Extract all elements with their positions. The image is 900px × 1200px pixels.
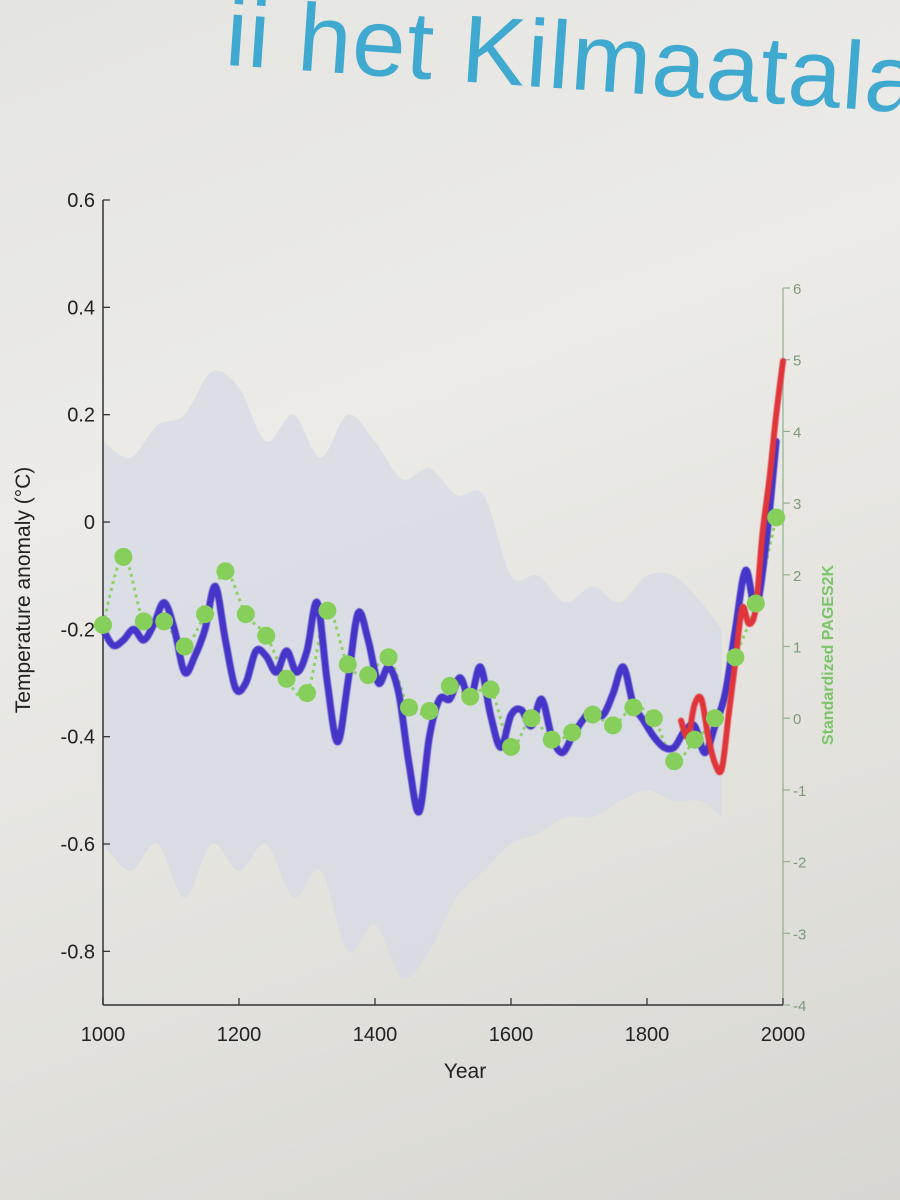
pages2k-point	[542, 730, 561, 749]
pages2k-point	[644, 709, 663, 728]
pages2k-point	[277, 669, 296, 688]
y-axis-right-title: Standardized PAGES2K	[820, 564, 837, 745]
y-tick-label: 0.6	[67, 190, 95, 212]
series-layer	[99, 358, 786, 816]
pages2k-point	[400, 698, 418, 717]
y-tick-label: -0.8	[61, 941, 95, 963]
pages2k-point	[624, 698, 643, 717]
pages2k-point	[298, 684, 316, 703]
uncertainty-band-layer	[103, 370, 722, 979]
uncertainty-band	[103, 370, 722, 979]
pages2k-point	[522, 709, 541, 728]
y-right-tick-label: -2	[793, 855, 806, 872]
x-tick-label: 1400	[353, 1024, 398, 1046]
pages2k-point	[196, 605, 214, 624]
pages2k-point	[461, 687, 480, 706]
pages2k-point	[746, 594, 765, 613]
pages2k-points-layer	[94, 508, 786, 771]
y-tick-label: 0.2	[67, 405, 95, 427]
x-tick-label: 1200	[217, 1024, 262, 1046]
pages2k-point	[502, 737, 520, 756]
pages2k-point	[706, 709, 724, 728]
x-tick-label: 1600	[489, 1024, 534, 1046]
pages2k-point	[94, 615, 112, 634]
y-right-tick-label: 5	[793, 353, 801, 370]
reconstruction-line	[99, 438, 780, 816]
y-right-tick-label: 2	[793, 568, 801, 585]
y-right-tick-label: 1	[793, 640, 801, 657]
pages2k-point	[379, 648, 398, 667]
y-tick-label: 0.4	[67, 297, 95, 319]
y-tick-label: -0.4	[61, 727, 95, 749]
x-tick-label: 2000	[761, 1024, 806, 1046]
y-tick-label: -0.6	[61, 834, 95, 856]
y-right-tick-label: 4	[793, 424, 801, 441]
x-axis-title: Year	[444, 1060, 486, 1083]
y-right-tick-label: 0	[793, 711, 801, 728]
y-tick-label: -0.2	[61, 619, 95, 641]
x-tick-label: 1000	[81, 1024, 126, 1046]
pages2k-point	[583, 705, 602, 724]
instrumental-line	[678, 358, 786, 776]
pages2k-point	[563, 723, 582, 742]
x-tick-label: 1800	[625, 1024, 670, 1046]
y-right-tick-label: 6	[793, 281, 801, 298]
pages2k-point	[175, 637, 194, 656]
pages2k-point	[481, 680, 500, 699]
pages2k-point	[604, 716, 622, 735]
y-right-tick-label: -1	[793, 783, 806, 800]
label-layer: Year Temperature anomaly (°C) Standardiz…	[12, 467, 837, 1083]
pages2k-point	[767, 508, 786, 527]
pages2k-point	[665, 752, 684, 771]
pages2k-point	[685, 730, 704, 749]
pages2k-point	[318, 601, 337, 620]
pages2k-point	[155, 612, 174, 631]
y-axis-title: Temperature anomaly (°C)	[12, 467, 35, 713]
pages2k-point	[216, 562, 235, 581]
pages2k-point	[338, 655, 357, 674]
pages2k-point	[359, 666, 378, 685]
y-right-tick-label: -3	[793, 926, 806, 943]
y-tick-label: 0	[84, 512, 95, 534]
pages2k-point	[420, 702, 439, 721]
pages2k-point	[114, 547, 133, 566]
pages2k-point	[257, 626, 276, 645]
y-right-tick-label: -4	[793, 998, 806, 1015]
y-right-tick-label: 3	[793, 496, 801, 513]
pages2k-point	[726, 648, 745, 667]
pages2k-point	[236, 605, 255, 624]
pages2k-point	[440, 676, 459, 695]
pages2k-point	[134, 612, 153, 631]
